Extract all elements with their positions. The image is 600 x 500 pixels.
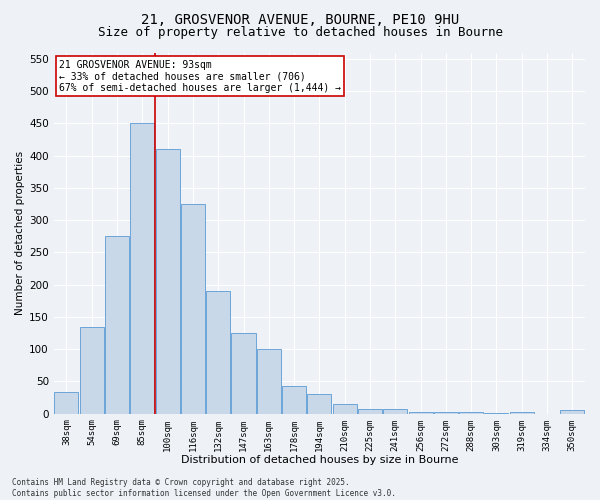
Bar: [105, 236, 129, 414]
Y-axis label: Number of detached properties: Number of detached properties: [15, 151, 25, 315]
Bar: [130, 124, 154, 414]
Bar: [55, 392, 79, 413]
Bar: [232, 333, 256, 413]
Bar: [80, 326, 104, 414]
Bar: [434, 412, 458, 414]
Bar: [332, 404, 357, 413]
Bar: [409, 412, 433, 414]
Bar: [358, 409, 382, 414]
Bar: [560, 410, 584, 414]
Bar: [282, 386, 306, 413]
X-axis label: Distribution of detached houses by size in Bourne: Distribution of detached houses by size …: [181, 455, 458, 465]
Bar: [155, 150, 179, 414]
Bar: [206, 291, 230, 414]
Bar: [383, 408, 407, 414]
Bar: [181, 204, 205, 414]
Bar: [257, 349, 281, 414]
Bar: [484, 413, 508, 414]
Text: Contains HM Land Registry data © Crown copyright and database right 2025.
Contai: Contains HM Land Registry data © Crown c…: [12, 478, 396, 498]
Text: 21, GROSVENOR AVENUE, BOURNE, PE10 9HU: 21, GROSVENOR AVENUE, BOURNE, PE10 9HU: [141, 12, 459, 26]
Bar: [510, 412, 534, 414]
Bar: [459, 412, 483, 414]
Text: Size of property relative to detached houses in Bourne: Size of property relative to detached ho…: [97, 26, 503, 39]
Text: 21 GROSVENOR AVENUE: 93sqm
← 33% of detached houses are smaller (706)
67% of sem: 21 GROSVENOR AVENUE: 93sqm ← 33% of deta…: [59, 60, 341, 93]
Bar: [307, 394, 331, 413]
